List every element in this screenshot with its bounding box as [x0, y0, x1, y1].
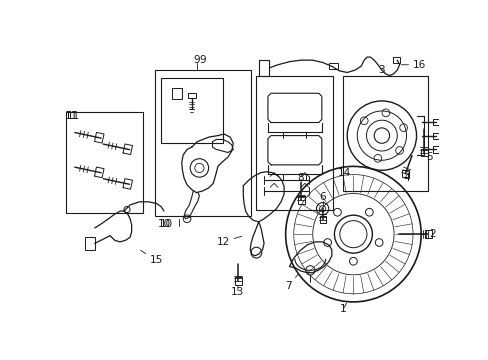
Text: 7: 7 — [285, 274, 298, 291]
Text: 13: 13 — [231, 285, 244, 297]
Bar — [171, 88, 182, 99]
Text: 1: 1 — [339, 303, 346, 314]
Text: 11: 11 — [65, 111, 78, 121]
Text: 4: 4 — [403, 173, 409, 183]
Text: 8: 8 — [297, 173, 304, 184]
Bar — [432, 119, 440, 125]
Bar — [258, 60, 269, 76]
Bar — [319, 216, 326, 223]
Bar — [161, 78, 222, 143]
Text: 14: 14 — [333, 167, 350, 177]
Bar — [420, 149, 427, 156]
Bar — [328, 63, 337, 69]
Bar — [432, 132, 440, 139]
Bar — [297, 196, 305, 204]
Bar — [393, 57, 399, 63]
Bar — [256, 76, 333, 210]
Text: 9: 9 — [199, 55, 205, 65]
Text: 15: 15 — [140, 250, 163, 265]
Bar — [424, 230, 431, 238]
Text: 2: 2 — [419, 229, 435, 239]
Text: 11: 11 — [67, 111, 81, 121]
Bar — [154, 70, 250, 216]
Text: 5: 5 — [426, 152, 432, 162]
Text: 10: 10 — [158, 219, 171, 229]
Bar — [234, 277, 241, 285]
Bar — [187, 93, 195, 98]
Bar — [66, 112, 143, 213]
Text: 9: 9 — [193, 55, 200, 65]
Bar — [432, 147, 440, 153]
Bar — [85, 237, 95, 249]
Bar — [343, 76, 427, 191]
Text: 6: 6 — [319, 192, 325, 202]
Text: 16: 16 — [400, 60, 425, 70]
Text: 12: 12 — [217, 236, 242, 247]
Text: 3: 3 — [378, 65, 385, 75]
Text: 10: 10 — [160, 219, 172, 229]
Bar — [402, 170, 408, 177]
